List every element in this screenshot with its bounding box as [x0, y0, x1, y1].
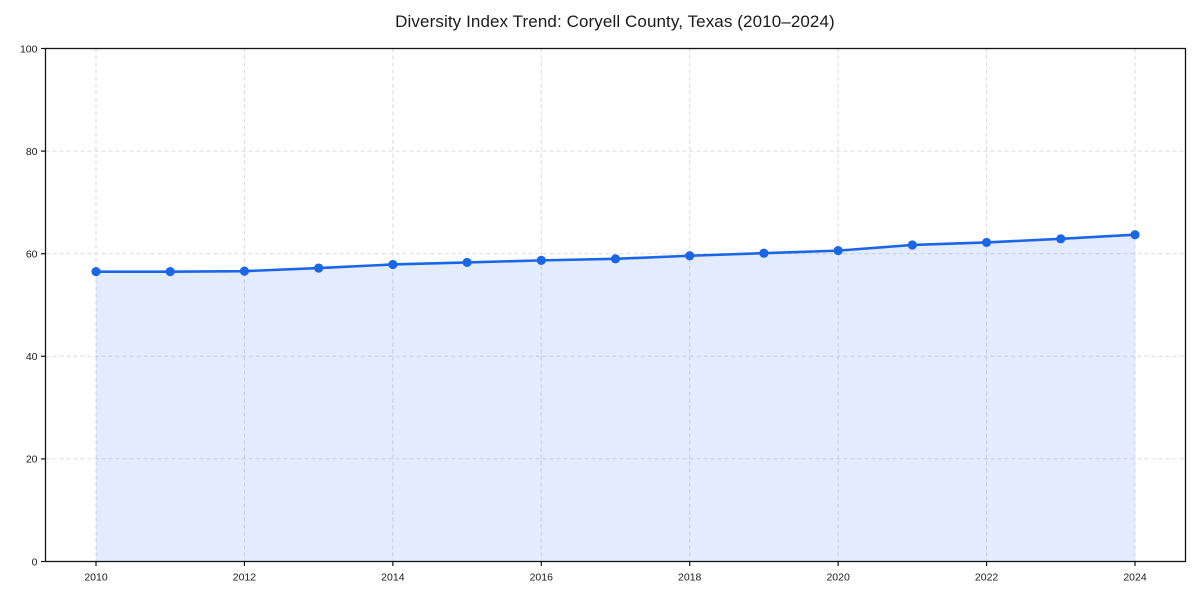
x-tick-label: 2018	[678, 572, 702, 584]
data-point	[462, 257, 472, 268]
chart-title: Diversity Index Trend: Coryell County, T…	[395, 12, 835, 31]
data-point	[314, 263, 324, 273]
data-point	[1056, 234, 1066, 244]
data-point	[1130, 230, 1140, 240]
x-tick-label: 2014	[381, 572, 405, 584]
data-point	[610, 254, 621, 264]
plot-border	[44, 47, 1187, 563]
x-tick-label: 2012	[233, 572, 257, 584]
x-tick-label: 2016	[530, 572, 554, 584]
y-tick-label: 80	[26, 146, 38, 158]
y-tick-label: 60	[26, 249, 38, 261]
x-tick-label: 2010	[84, 572, 108, 584]
data-point	[536, 255, 546, 265]
data-point	[907, 240, 917, 250]
data-point	[981, 237, 992, 248]
y-tick-label: 40	[26, 351, 38, 363]
area-fill	[96, 234, 1135, 562]
x-tick-label: 2022	[975, 572, 999, 584]
data-point	[239, 266, 250, 276]
x-tick-label: 2024	[1123, 572, 1147, 584]
x-tick-label: 2020	[826, 572, 850, 584]
y-tick-label: 100	[20, 43, 38, 55]
data-point	[165, 267, 175, 277]
data-point	[685, 251, 695, 261]
data-point	[388, 259, 398, 270]
y-tick-label: 0	[32, 556, 38, 568]
data-point	[833, 246, 843, 256]
y-tick-label: 20	[26, 454, 38, 466]
data-point	[759, 248, 769, 258]
data-point	[91, 267, 101, 277]
